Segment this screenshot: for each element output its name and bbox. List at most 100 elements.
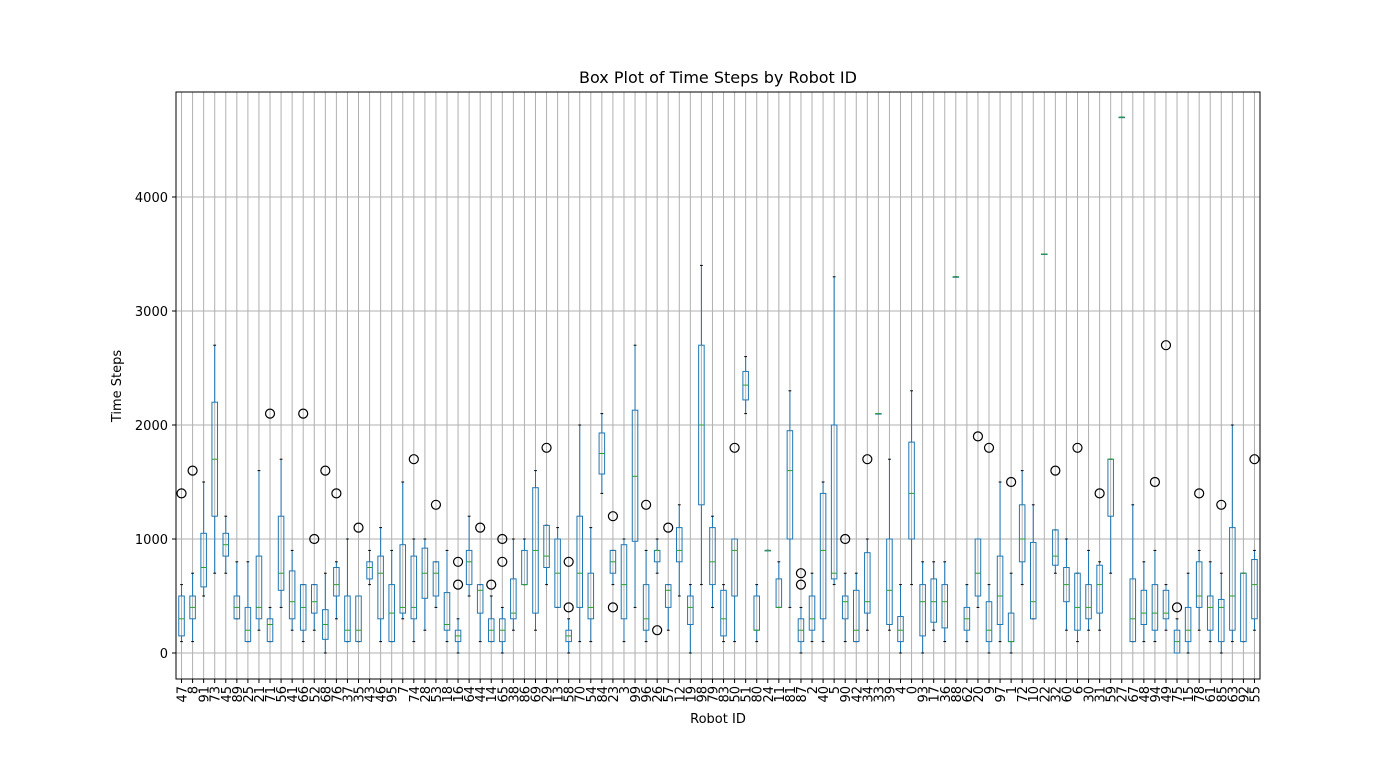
- box: [930, 578, 937, 623]
- x-tick-label: 92: [1237, 686, 1252, 703]
- x-tick-label: 15: [1182, 686, 1197, 703]
- x-tick-label: 86: [518, 686, 533, 703]
- box: [709, 527, 716, 586]
- box: [311, 584, 318, 614]
- x-tick-label: 17: [928, 686, 943, 703]
- box: [587, 572, 595, 620]
- x-tick-label: 51: [740, 686, 755, 703]
- x-tick-label: 40: [817, 686, 832, 703]
- box: [1162, 589, 1170, 620]
- x-tick-label: 54: [585, 686, 600, 703]
- x-tick-label: 58: [563, 686, 578, 703]
- box: [1151, 584, 1159, 631]
- axes-frame: [175, 91, 1261, 680]
- outlier: [353, 522, 364, 533]
- x-tick-label: 26: [651, 686, 666, 703]
- x-tick-label: 42: [850, 686, 865, 703]
- x-tick-label: 57: [662, 686, 677, 703]
- x-tick-label: 25: [242, 686, 257, 703]
- box: [687, 595, 694, 626]
- box: [974, 538, 982, 597]
- x-tick-label: 34: [861, 686, 876, 703]
- x-tick-label: 38: [507, 686, 522, 703]
- box: [200, 532, 207, 588]
- outlier: [475, 522, 486, 533]
- x-tick-label: 74: [408, 686, 423, 703]
- x-tick-label: 9: [983, 686, 998, 694]
- x-tick-label: 83: [718, 686, 733, 703]
- box: [676, 527, 683, 563]
- outlier: [795, 568, 807, 579]
- box: [1218, 598, 1225, 643]
- outlier: [663, 522, 674, 533]
- x-tick-label: 63: [1226, 686, 1241, 703]
- outlier: [1072, 442, 1083, 453]
- box: [333, 567, 340, 597]
- x-tick-label: 8: [187, 686, 202, 694]
- x-tick-label: 36: [939, 686, 954, 703]
- box: [576, 515, 583, 608]
- x-tick-label: 56: [275, 686, 290, 703]
- box: [919, 584, 926, 637]
- x-tick-label: 45: [220, 686, 235, 703]
- x-tick-label: 31: [1094, 686, 1109, 703]
- y-tick-label: 2000: [135, 419, 168, 434]
- outlier: [298, 408, 309, 419]
- y-tick-label: 1000: [135, 533, 168, 548]
- x-tick-label: 91: [198, 686, 213, 703]
- x-tick-label: 35: [353, 686, 368, 703]
- outlier: [1249, 454, 1260, 465]
- chart-title: Box Plot of Time Steps by Robot ID: [579, 68, 857, 87]
- x-tick-label: 16: [452, 686, 467, 703]
- x-tick-label: 90: [839, 686, 854, 703]
- x-tick-label: 69: [529, 686, 544, 703]
- y-tick-label: 0: [160, 647, 168, 662]
- x-tick-label: 5: [828, 686, 843, 694]
- box: [897, 616, 904, 643]
- x-tick-label: 75: [1171, 686, 1186, 703]
- x-tick-label: 12: [673, 686, 688, 703]
- outlier: [1171, 602, 1183, 613]
- box: [941, 584, 949, 629]
- box: [432, 561, 440, 597]
- box: [1251, 559, 1258, 620]
- x-axis-label: Robot ID: [690, 712, 746, 727]
- x-tick-label: 89: [231, 686, 246, 703]
- box: [1029, 541, 1037, 620]
- box: [1206, 595, 1214, 631]
- box: [631, 409, 639, 542]
- x-tick-label: 27: [1116, 686, 1131, 703]
- x-tick-label: 96: [640, 686, 655, 703]
- outlier: [652, 625, 663, 636]
- box: [510, 578, 517, 620]
- box: [410, 555, 418, 620]
- x-tick-label: 20: [972, 686, 987, 703]
- outlier: [452, 579, 464, 590]
- box: [244, 606, 252, 643]
- x-tick-label: 93: [917, 686, 932, 703]
- outlier: [430, 499, 442, 510]
- outlier: [452, 556, 464, 567]
- x-tick-label: 13: [552, 686, 567, 703]
- outlier: [309, 533, 320, 545]
- outlier: [563, 602, 574, 613]
- y-tick-label: 4000: [135, 191, 168, 206]
- x-tick-label: 85: [1215, 686, 1230, 703]
- x-tick-label: 88: [950, 686, 965, 703]
- outlier: [641, 499, 652, 510]
- x-tick-label: 47: [176, 686, 191, 703]
- x-tick-label: 62: [961, 686, 976, 703]
- x-tick-label: 87: [795, 686, 810, 703]
- x-tick-label: 70: [574, 686, 589, 703]
- x-tick-label: 2: [806, 686, 821, 694]
- x-tick-label: 71: [264, 686, 279, 703]
- x-tick-label: 6: [1071, 686, 1086, 694]
- x-tick-label: 14: [485, 686, 500, 703]
- x-tick-label: 84: [596, 686, 611, 703]
- box: [344, 595, 351, 643]
- outlier: [563, 556, 574, 567]
- box: [786, 430, 794, 540]
- outlier: [1006, 476, 1017, 488]
- box: [841, 595, 849, 620]
